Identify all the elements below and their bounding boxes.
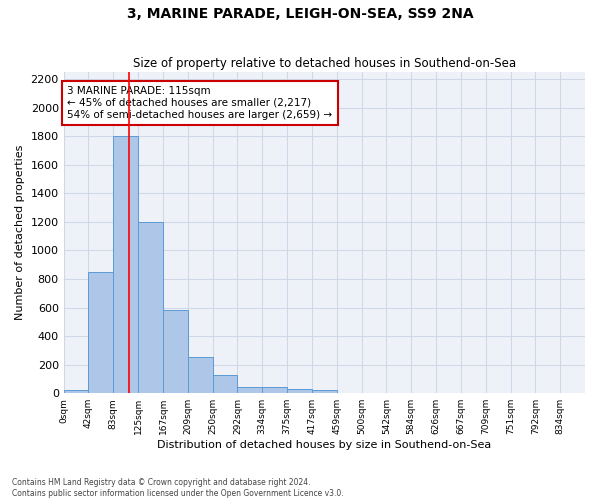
X-axis label: Distribution of detached houses by size in Southend-on-Sea: Distribution of detached houses by size … — [157, 440, 491, 450]
Title: Size of property relative to detached houses in Southend-on-Sea: Size of property relative to detached ho… — [133, 56, 516, 70]
Text: 3 MARINE PARADE: 115sqm
← 45% of detached houses are smaller (2,217)
54% of semi: 3 MARINE PARADE: 115sqm ← 45% of detache… — [67, 86, 332, 120]
Bar — [138, 222, 163, 393]
Bar — [312, 390, 337, 393]
Bar — [262, 387, 287, 393]
Bar — [64, 390, 88, 393]
Bar — [287, 389, 312, 393]
Bar — [113, 136, 138, 393]
Bar — [212, 374, 238, 393]
Bar — [188, 357, 212, 393]
Bar — [88, 272, 113, 393]
Text: Contains HM Land Registry data © Crown copyright and database right 2024.
Contai: Contains HM Land Registry data © Crown c… — [12, 478, 344, 498]
Y-axis label: Number of detached properties: Number of detached properties — [15, 145, 25, 320]
Bar — [238, 387, 262, 393]
Text: 3, MARINE PARADE, LEIGH-ON-SEA, SS9 2NA: 3, MARINE PARADE, LEIGH-ON-SEA, SS9 2NA — [127, 8, 473, 22]
Bar — [163, 310, 188, 393]
